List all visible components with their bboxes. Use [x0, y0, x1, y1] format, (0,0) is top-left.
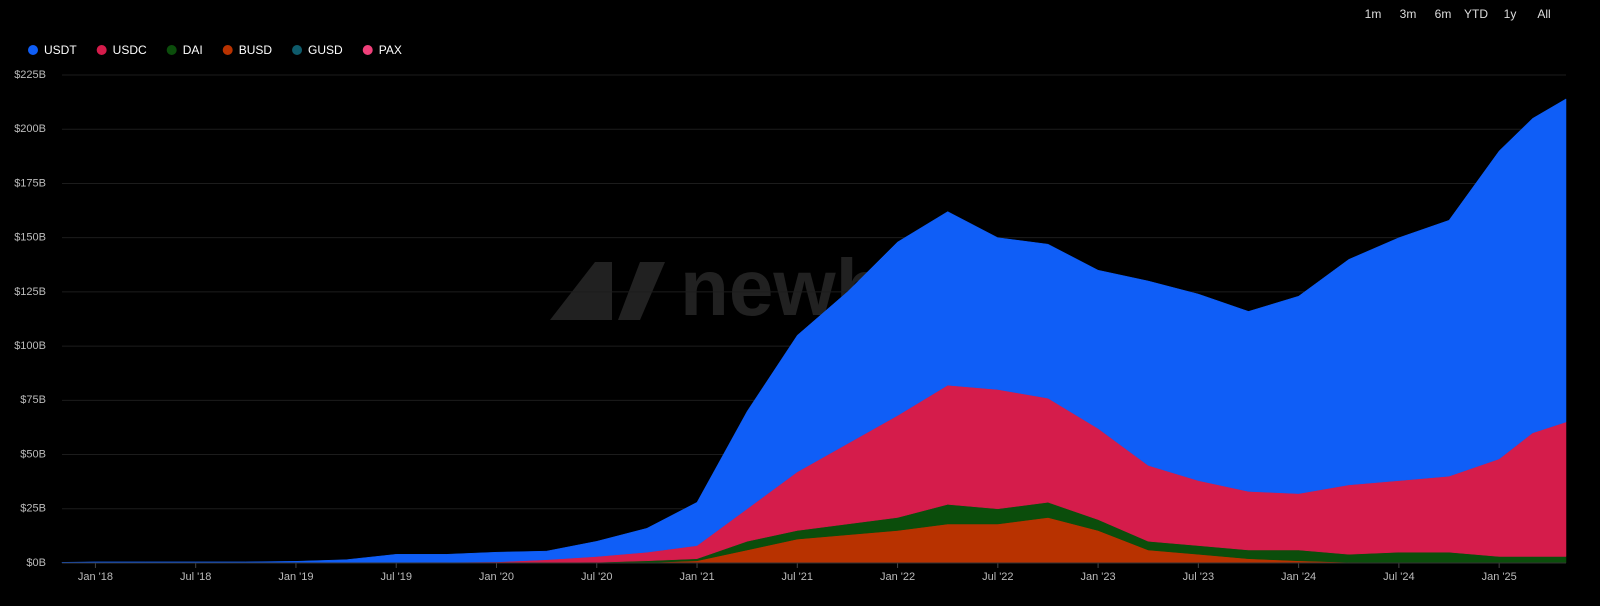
- range-button[interactable]: 1y: [1504, 7, 1517, 21]
- legend-item[interactable]: GUSD: [292, 43, 343, 57]
- x-tick-label: Jan '20: [479, 571, 514, 583]
- x-tick-label: Jul '20: [581, 571, 612, 583]
- x-tick-label: Jan '24: [1281, 571, 1316, 583]
- legend-label: BUSD: [239, 43, 273, 57]
- legend-marker: [292, 45, 303, 55]
- legend-marker: [96, 45, 107, 55]
- x-tick-label: Jul '21: [782, 571, 813, 583]
- legend-item[interactable]: USDC: [96, 43, 147, 57]
- range-button[interactable]: All: [1537, 7, 1550, 21]
- x-tick-label: Jan '18: [78, 571, 113, 583]
- x-tick-label: Jan '25: [1482, 571, 1517, 583]
- x-tick-label: Jan '19: [278, 571, 313, 583]
- y-tick-label: $100B: [14, 340, 46, 352]
- y-tick-label: $225B: [14, 69, 46, 81]
- legend-label: USDT: [44, 43, 77, 57]
- x-tick-label: Jan '21: [679, 571, 714, 583]
- range-button[interactable]: 6m: [1435, 7, 1452, 21]
- area: [61, 98, 1567, 564]
- y-tick-label: $125B: [14, 286, 46, 298]
- legend-marker: [28, 45, 38, 55]
- x-tick-label: Jan '22: [880, 571, 915, 583]
- x-tick-label: Jul '18: [180, 571, 211, 583]
- legend-marker: [166, 45, 177, 55]
- x-tick-label: Jul '24: [1383, 571, 1414, 583]
- legend-marker: [362, 45, 373, 55]
- legend-item[interactable]: PAX: [362, 43, 402, 57]
- x-tick-label: Jan '23: [1081, 571, 1116, 583]
- legend-label: PAX: [379, 43, 402, 57]
- x-tick-label: Jul '19: [380, 571, 411, 583]
- y-tick-label: $175B: [14, 177, 46, 189]
- y-tick-label: $200B: [14, 123, 46, 135]
- range-button[interactable]: 1m: [1365, 7, 1382, 21]
- legend-item[interactable]: USDT: [28, 43, 77, 57]
- range-button[interactable]: 3m: [1400, 7, 1417, 21]
- legend-label: GUSD: [308, 43, 343, 57]
- range-button[interactable]: YTD: [1464, 7, 1488, 21]
- legend-item[interactable]: BUSD: [222, 43, 273, 57]
- y-tick-label: $25B: [20, 503, 46, 515]
- legend-item[interactable]: DAI: [166, 43, 203, 57]
- y-tick-label: $75B: [20, 394, 46, 406]
- y-tick-label: $150B: [14, 232, 46, 244]
- legend-label: USDC: [113, 43, 147, 57]
- x-tick-label: Jul '23: [1183, 571, 1214, 583]
- watermark-logo: [550, 262, 665, 320]
- y-tick-label: $0B: [26, 557, 46, 569]
- legend-label: DAI: [183, 43, 203, 57]
- legend-marker: [222, 45, 233, 55]
- x-tick-label: Jul '22: [982, 571, 1013, 583]
- y-tick-label: $50B: [20, 448, 46, 460]
